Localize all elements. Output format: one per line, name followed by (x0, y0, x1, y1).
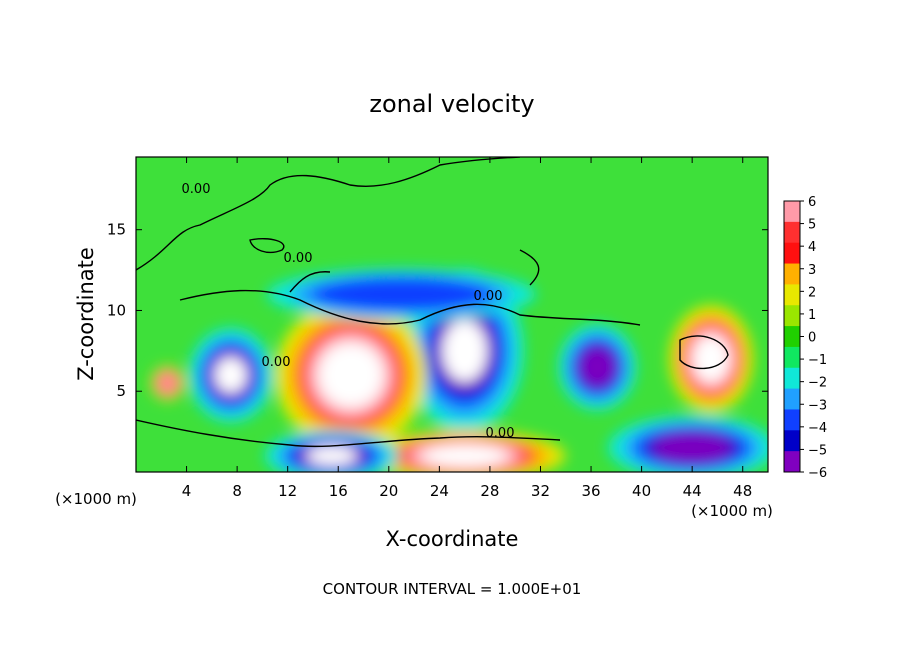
plot-frame (135, 156, 769, 473)
zero-contour-5 (249, 238, 285, 254)
colorbar-swatch-10 (784, 409, 800, 431)
x-tick-label-3: 16 (329, 482, 348, 500)
colorbar-swatch-8 (784, 367, 800, 390)
colorbar-label-11: −5 (808, 443, 827, 458)
positive-region-4-band-5 (319, 344, 382, 406)
chart-title: zonal velocity (369, 90, 534, 118)
colorbar-label-0: 6 (808, 195, 816, 210)
colorbar-swatch-4 (784, 284, 800, 306)
colorbar-swatch-2 (784, 242, 800, 265)
y-tick-label-0: 5 (116, 382, 126, 400)
colorbar-swatch-5 (784, 305, 800, 327)
colorbar-label-8: −2 (808, 376, 827, 391)
velocity-field (150, 268, 768, 472)
colorbar-label-10: −4 (808, 421, 827, 436)
colorbar-label-6: 0 (808, 331, 816, 346)
positive-region-5-band-5 (693, 336, 729, 381)
plot-area: 0.00 0.00 0.00 0.00 0.00 (136, 157, 768, 472)
zero-contour-4 (519, 249, 540, 286)
x-tick-label-6: 28 (480, 482, 499, 500)
x-tick-label-10: 44 (683, 482, 702, 500)
contour-label-1: 0.00 (284, 251, 313, 266)
x-tick-label-0: 4 (182, 482, 192, 500)
x-axis: 4 8 12 16 20 24 28 32 36 40 44 48 (182, 157, 752, 500)
colorbar: 6 5 4 3 2 1 0 −1 −2 −3 −4 −5 −6 (783, 195, 827, 481)
positive-region-0-band-3 (157, 373, 178, 394)
negative-region-2-band-5 (442, 319, 487, 382)
x-tick-label-1: 8 (232, 482, 242, 500)
zero-contour-0 (136, 157, 521, 271)
y-axis-label: Z-coordinate (74, 247, 98, 381)
contour-label-4: 0.00 (262, 355, 291, 370)
colorbar-label-12: −6 (808, 466, 827, 481)
x-tick-label-2: 12 (278, 482, 297, 500)
negative-region-8-band-4 (652, 432, 732, 464)
colorbar-swatch-7 (784, 346, 800, 369)
positive-region-6-band-5 (423, 445, 507, 467)
x-tick-label-7: 32 (531, 482, 550, 500)
colorbar-label-9: −3 (808, 398, 827, 413)
negative-region-3-band-4 (579, 346, 616, 388)
colorbar-label-5: 1 (808, 308, 816, 323)
zero-contours: 0.00 0.00 0.00 0.00 0.00 (136, 157, 729, 448)
x-axis-label: X-coordinate (386, 527, 519, 551)
negative-region-9-band-2 (310, 276, 493, 312)
negative-region-1-band-5 (214, 357, 247, 393)
x-tick-label-5: 24 (430, 482, 449, 500)
x-tick-label-4: 20 (379, 482, 398, 500)
zero-contour-3 (136, 419, 561, 448)
y-axis: 5 10 15 (107, 221, 768, 400)
zero-contour-2 (289, 271, 331, 293)
x-unit-right: (×1000 m) (691, 502, 773, 520)
contour-label-2: 0.00 (474, 289, 503, 304)
x-tick-label-11: 48 (733, 482, 752, 500)
contour-label-0: 0.00 (182, 182, 211, 197)
colorbar-label-1: 5 (808, 218, 816, 233)
contour-interval-note: CONTOUR INTERVAL = 1.000E+01 (323, 580, 582, 598)
colorbar-swatch-1 (784, 221, 800, 244)
colorbar-swatch-3 (784, 263, 800, 285)
x-unit-left: (×1000 m) (55, 490, 137, 508)
colorbar-swatch-11 (784, 430, 800, 452)
colorbar-swatch-9 (784, 388, 800, 410)
zero-contour-6 (679, 335, 729, 370)
colorbar-swatch-0 (784, 201, 800, 223)
y-tick-label-2: 15 (107, 221, 126, 239)
colorbar-swatch-6 (784, 326, 800, 348)
colorbar-label-3: 3 (808, 263, 816, 278)
contour-label-3: 0.00 (486, 426, 515, 441)
colorbar-label-2: 4 (808, 240, 816, 255)
colorbar-swatch-12 (784, 451, 800, 473)
x-tick-label-9: 40 (632, 482, 651, 500)
colorbar-label-7: −1 (808, 353, 827, 368)
y-tick-label-1: 10 (107, 301, 126, 319)
negative-region-7-band-5 (306, 446, 358, 466)
x-tick-label-8: 36 (581, 482, 600, 500)
zero-contour-1 (179, 289, 641, 326)
colorbar-label-4: 2 (808, 285, 816, 300)
